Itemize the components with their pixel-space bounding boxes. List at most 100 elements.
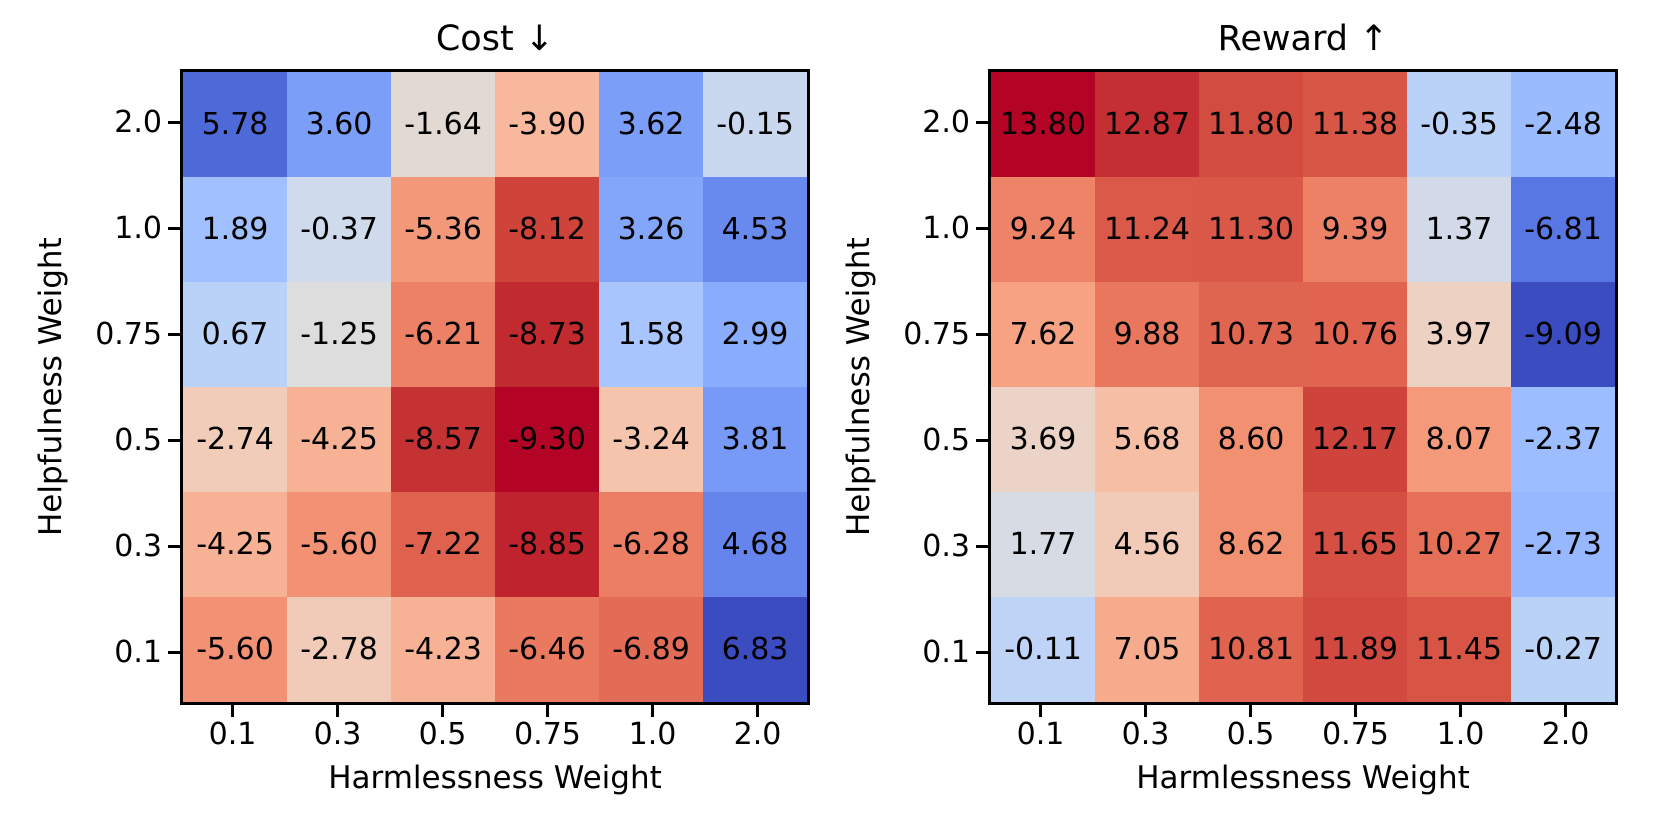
y-tick-mark — [976, 332, 988, 336]
y-tick-label: 0.75 — [95, 316, 162, 352]
heatmap-cell: 3.26 — [599, 177, 703, 282]
heatmap-cell: -2.74 — [183, 387, 287, 492]
heatmap-cell: -2.37 — [1511, 387, 1615, 492]
heatmap-cell: -3.90 — [495, 72, 599, 177]
heatmap-cell: 8.62 — [1199, 492, 1303, 597]
heatmap-cell: 11.65 — [1303, 492, 1407, 597]
heatmap-cell: 11.80 — [1199, 72, 1303, 177]
x-tick-mark — [1564, 705, 1567, 717]
x-tick-label: 2.0 — [733, 717, 782, 752]
heatmap-cell: -0.11 — [991, 597, 1095, 702]
x-tick-label: 1.0 — [628, 717, 677, 752]
heatmap-cell: 3.60 — [287, 72, 391, 177]
heatmap-cell: -6.28 — [599, 492, 703, 597]
heatmap-cell: 11.30 — [1199, 177, 1303, 282]
heatmap-cell: -7.22 — [391, 492, 495, 597]
heatmap-cell: 3.81 — [703, 387, 807, 492]
y-tick-mark — [976, 226, 988, 230]
y-tick-label: 0.75 — [903, 316, 970, 352]
heatmap-cell: -2.48 — [1511, 72, 1615, 177]
heatmap-cell: -9.30 — [495, 387, 599, 492]
y-tick-label: 1.0 — [114, 210, 162, 246]
y-tick-label: 0.1 — [114, 634, 162, 670]
y-tick-mark — [976, 650, 988, 654]
heatmap-cell: -4.25 — [183, 492, 287, 597]
heatmap-cell: 1.89 — [183, 177, 287, 282]
heatmap-cell: 11.45 — [1407, 597, 1511, 702]
x-tick-label: 0.3 — [313, 717, 362, 752]
heatmap-cell: 11.38 — [1303, 72, 1407, 177]
heatmap-cell: -5.36 — [391, 177, 495, 282]
heatmap-cell: -1.64 — [391, 72, 495, 177]
y-tick-mark — [976, 438, 988, 442]
reward-plot-title: Reward ↑ — [1217, 19, 1389, 59]
cost-x-axis-label: Harmlessness Weight — [328, 760, 662, 796]
heatmap-cell: 3.62 — [599, 72, 703, 177]
y-tick-label: 0.1 — [922, 634, 970, 670]
heatmap-cell: 9.88 — [1095, 282, 1199, 387]
reward-x-axis-label: Harmlessness Weight — [1136, 760, 1470, 796]
heatmap-cell: 9.39 — [1303, 177, 1407, 282]
y-tick-label: 1.0 — [922, 210, 970, 246]
heatmap-cell: -8.12 — [495, 177, 599, 282]
x-tick-label: 1.0 — [1436, 717, 1485, 752]
x-tick-label: 0.75 — [514, 717, 581, 752]
heatmap-cell: 1.58 — [599, 282, 703, 387]
heatmap-cell: -2.73 — [1511, 492, 1615, 597]
y-tick-label: 2.0 — [922, 104, 970, 140]
x-tick-label: 2.0 — [1541, 717, 1590, 752]
heatmap-cell: 4.53 — [703, 177, 807, 282]
heatmap-cell: 10.27 — [1407, 492, 1511, 597]
heatmap-cell: 2.99 — [703, 282, 807, 387]
x-tick-mark — [1354, 705, 1357, 717]
heatmap-cell: -0.37 — [287, 177, 391, 282]
y-tick-label: 0.5 — [922, 422, 970, 458]
x-tick-mark — [336, 705, 339, 717]
x-tick-mark — [1144, 705, 1147, 717]
heatmap-cell: -0.35 — [1407, 72, 1511, 177]
x-tick-label: 0.1 — [1016, 717, 1065, 752]
heatmap-cell: -6.81 — [1511, 177, 1615, 282]
heatmap-cell: -4.25 — [287, 387, 391, 492]
heatmap-cell: -6.89 — [599, 597, 703, 702]
heatmap-cell: 8.60 — [1199, 387, 1303, 492]
heatmap-cell: -6.21 — [391, 282, 495, 387]
heatmap-cell: 1.77 — [991, 492, 1095, 597]
heatmap-cell: -8.85 — [495, 492, 599, 597]
heatmap-cell: -8.57 — [391, 387, 495, 492]
x-tick-mark — [1459, 705, 1462, 717]
heatmap-cell: 0.67 — [183, 282, 287, 387]
heatmap-cell: 10.76 — [1303, 282, 1407, 387]
heatmap-cell: -0.27 — [1511, 597, 1615, 702]
heatmap-cell: 11.24 — [1095, 177, 1199, 282]
heatmap-cell: 10.73 — [1199, 282, 1303, 387]
heatmap-cell: 10.81 — [1199, 597, 1303, 702]
y-tick-label: 0.3 — [922, 528, 970, 564]
y-tick-mark — [168, 544, 180, 548]
heatmap-cell: -0.15 — [703, 72, 807, 177]
cost-heatmap-grid: 5.78 3.60 -1.64 -3.90 3.62 -0.15 1.89 -0.37 -5.3… — [180, 69, 810, 705]
y-tick-mark — [168, 120, 180, 124]
y-tick-mark — [976, 544, 988, 548]
x-tick-mark — [1249, 705, 1252, 717]
heatmap-cell: 4.56 — [1095, 492, 1199, 597]
x-tick-mark — [1039, 705, 1042, 717]
x-tick-label: 0.1 — [208, 717, 257, 752]
heatmap-cell: 3.97 — [1407, 282, 1511, 387]
heatmap-cell: 11.89 — [1303, 597, 1407, 702]
heatmap-cell: 13.80 — [991, 72, 1095, 177]
heatmap-cell: 7.05 — [1095, 597, 1199, 702]
heatmap-cell: 9.24 — [991, 177, 1095, 282]
y-tick-mark — [168, 438, 180, 442]
y-tick-label: 0.3 — [114, 528, 162, 564]
reward-heatmap-grid: 13.80 12.87 11.80 11.38 -0.35 -2.48 9.24 11.24 1… — [988, 69, 1618, 705]
x-tick-mark — [441, 705, 444, 717]
heatmap-cell: -3.24 — [599, 387, 703, 492]
heatmap-cell: 8.07 — [1407, 387, 1511, 492]
heatmap-cell: 5.68 — [1095, 387, 1199, 492]
x-tick-label: 0.5 — [1226, 717, 1275, 752]
heatmap-cell: 12.17 — [1303, 387, 1407, 492]
x-tick-label: 0.3 — [1121, 717, 1170, 752]
cost-plot-title: Cost ↓ — [435, 19, 555, 59]
